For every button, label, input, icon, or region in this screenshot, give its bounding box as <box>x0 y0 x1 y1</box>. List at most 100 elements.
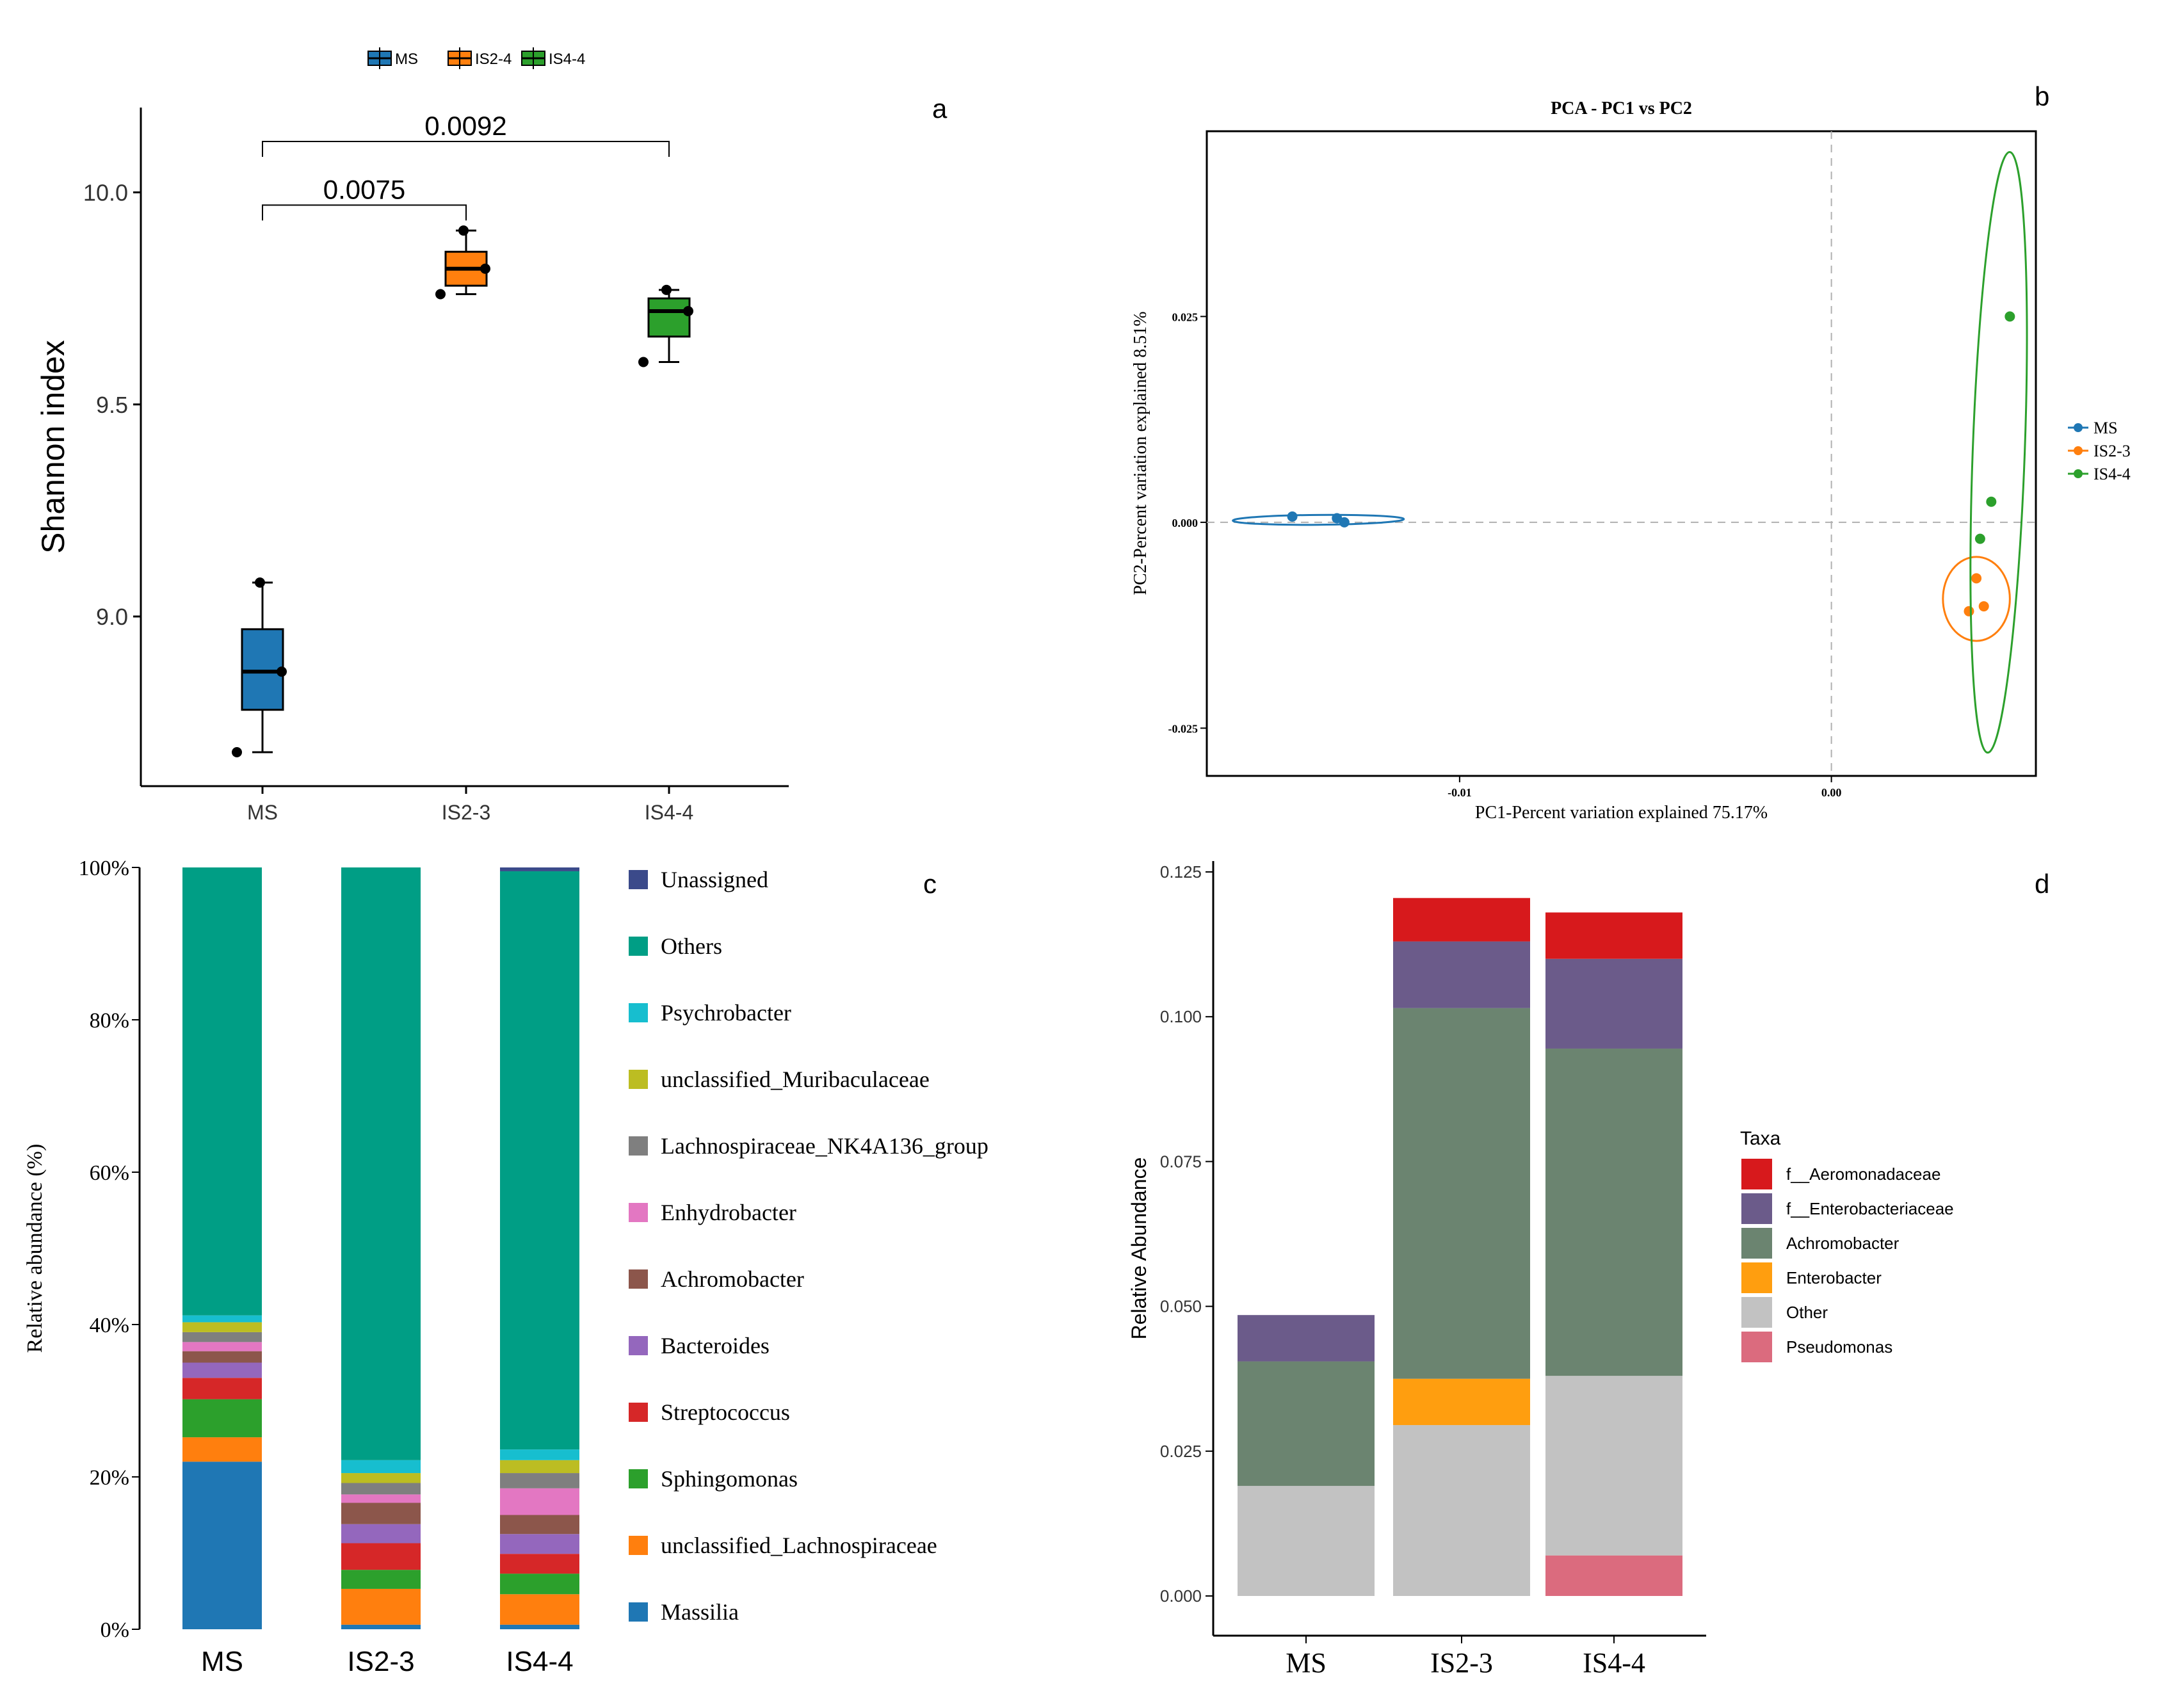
legend-label: Enhydrobacter <box>661 1200 796 1225</box>
x-tick-label: IS4-4 <box>645 801 693 824</box>
legend-label: unclassified_Lachnospiraceae <box>661 1533 937 1558</box>
y-tick-label: 0.000 <box>1160 1586 1202 1606</box>
sample-point <box>1964 606 1974 616</box>
box-point <box>661 284 672 295</box>
legend-label: unclassified_Muribaculaceae <box>661 1067 930 1092</box>
bar-segment <box>500 1594 579 1625</box>
sample-point <box>1986 496 1997 507</box>
legend-label: Massilia <box>661 1599 739 1625</box>
y-tick-label: 9.0 <box>96 604 128 630</box>
bar-segment <box>182 1399 262 1438</box>
legend-title: Taxa <box>1740 1128 1781 1149</box>
bar-segment <box>500 1460 579 1474</box>
box-point <box>232 747 242 757</box>
legend-label: IS2-4 <box>475 51 512 68</box>
bar-segment <box>182 1351 262 1363</box>
bar-segment <box>182 1315 262 1323</box>
box-point <box>683 306 693 316</box>
legend-label: IS4-4 <box>549 51 585 68</box>
legend-label: Others <box>661 933 722 959</box>
panel-letter: d <box>2035 869 2049 899</box>
legend-label: Bacteroides <box>661 1333 770 1358</box>
bar-segment <box>1393 1425 1530 1596</box>
legend-swatch <box>1741 1262 1772 1293</box>
panel-letter: b <box>2035 81 2049 111</box>
x-tick-label: MS <box>1286 1647 1327 1679</box>
legend-swatch <box>629 1070 648 1089</box>
panel-d-stacked-bars: 0.000 0.025 0.050 0.075 0.100 0.125 Relative A… <box>1127 861 2049 1679</box>
legend-swatch <box>629 1269 648 1289</box>
y-tick-label: 0.025 <box>1160 1442 1202 1461</box>
legend-swatch <box>629 1536 648 1555</box>
legend-label: f__Enterobacteriaceae <box>1786 1199 1954 1218</box>
panel-a-boxplot: MS IS2-4 IS4-4 9.0 9.5 10.0 Shannon index MS IS2… <box>35 47 948 824</box>
bar-segment <box>1238 1486 1375 1596</box>
bar-segment <box>500 1574 579 1595</box>
x-tick-label: -0.01 <box>1448 786 1472 799</box>
bar-segment <box>341 867 421 1460</box>
significance-bracket <box>262 204 467 221</box>
bar-segment <box>500 867 579 871</box>
bar-segment <box>341 1503 421 1524</box>
legend-swatch <box>629 1602 648 1622</box>
legend-swatch <box>629 1403 648 1422</box>
legend-swatch <box>629 870 648 889</box>
sample-point <box>1978 601 1989 612</box>
legend-label: Psychrobacter <box>661 1000 791 1026</box>
sample-point <box>1287 511 1298 522</box>
y-tick-label: 80% <box>90 1009 129 1033</box>
x-tick-label: IS2-3 <box>347 1646 414 1677</box>
y-tick-label: 9.5 <box>96 392 128 418</box>
bar-segment <box>341 1570 421 1589</box>
bar-segment <box>341 1524 421 1543</box>
y-tick-label: 60% <box>90 1161 129 1185</box>
legend-label: Achromobacter <box>661 1266 804 1292</box>
bar-segment <box>182 1342 262 1351</box>
bar-segment <box>1545 1048 1682 1376</box>
legend-label: IS2-3 <box>2093 442 2131 460</box>
bar-segment <box>1545 1376 1682 1556</box>
x-tick-label: MS <box>247 801 278 824</box>
bar-segment <box>182 1362 262 1378</box>
legend-label: Sphingomonas <box>661 1466 798 1492</box>
legend-label: Achromobacter <box>1786 1234 1900 1253</box>
bar-segment <box>1393 898 1530 942</box>
bar-segment <box>341 1473 421 1483</box>
x-tick-label: IS4-4 <box>1583 1647 1645 1679</box>
legend-label: Enterobacter <box>1786 1268 1882 1287</box>
y-tick-label: 0.100 <box>1160 1007 1202 1026</box>
x-axis-title: PC1-Percent variation explained 75.17% <box>1475 803 1768 823</box>
legend-swatch <box>1741 1297 1772 1328</box>
bar-segment <box>341 1588 421 1625</box>
bar-segment <box>182 1437 262 1462</box>
bar-segment <box>500 1488 579 1515</box>
legend-label: Streptococcus <box>661 1399 790 1425</box>
box-point <box>255 577 265 588</box>
legend-label: Lachnospiraceae_NK4A136_group <box>661 1133 988 1159</box>
sample-point <box>1339 517 1350 528</box>
x-tick-label: 0.00 <box>1821 786 1842 799</box>
legend-swatch <box>1741 1193 1772 1224</box>
y-tick-label: 0.025 <box>1172 310 1198 323</box>
legend-marker <box>2074 423 2083 432</box>
legend-swatch <box>629 937 648 956</box>
legend-label: Other <box>1786 1303 1828 1322</box>
bar-segment <box>182 867 262 1316</box>
box-point <box>638 357 649 367</box>
legend-marker <box>2074 446 2083 455</box>
bar-segment <box>500 1515 579 1535</box>
legend-label: IS4-4 <box>2093 465 2131 483</box>
y-tick-label: 40% <box>90 1314 129 1337</box>
legend-swatch <box>629 1336 648 1355</box>
legend-swatch <box>629 1203 648 1222</box>
confidence-ellipse <box>1969 150 2028 754</box>
bar-segment <box>341 1624 421 1629</box>
bar-segment <box>1238 1361 1375 1486</box>
box-point <box>480 263 490 274</box>
box-point <box>277 666 287 677</box>
x-tick-label: IS4-4 <box>506 1646 573 1677</box>
box-body <box>647 297 691 338</box>
bar-segment <box>1545 958 1682 1049</box>
y-tick-label: 20% <box>90 1466 129 1490</box>
panel-b-pca: PCA - PC1 vs PC2 -0.01 0.00 -0.025 0.000 0.02… <box>1131 81 2131 823</box>
